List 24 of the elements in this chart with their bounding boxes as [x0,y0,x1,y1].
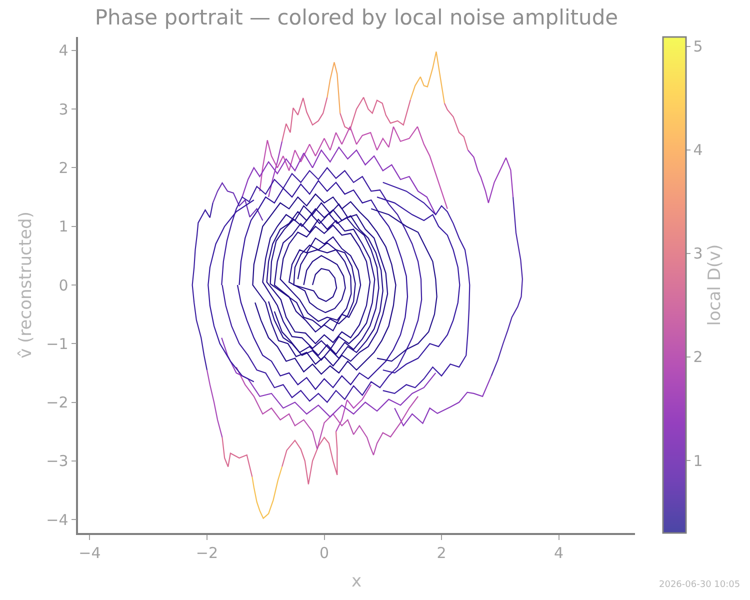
y-tick-label: 4 [58,42,68,60]
x-tick-label: 0 [319,544,330,562]
y-tick-label: 1 [58,218,68,236]
y-axis-title: v̂ (reconstructed) [16,212,36,358]
y-tick-label: 3 [58,100,68,118]
y-tick-label: 2 [58,158,68,177]
x-tick-label: 2 [436,544,446,562]
x-tick-label: −4 [78,544,101,562]
color-bar-label: 1 [693,452,703,470]
color-bar-title: local D(v) [704,244,725,326]
y-tick-label: −2 [46,394,68,412]
x-tick-label: −2 [196,544,218,562]
text: 2026-06-30 10:05 [659,580,740,590]
color-bar-label: 3 [693,244,703,263]
color-bar-label: 2 [693,348,703,366]
y-tick-label: −3 [46,452,68,470]
chart-title: Phase portrait — colored by local noise amplitude [94,5,618,30]
y-tick-label: −4 [46,510,68,529]
y-tick-label: −1 [46,334,68,353]
x-axis-title: x [351,572,362,592]
y-tick-label: 0 [58,276,68,294]
color-bar-label: 4 [693,141,703,160]
x-tick-label: 4 [554,544,564,562]
color-bar-label: 5 [693,38,703,56]
